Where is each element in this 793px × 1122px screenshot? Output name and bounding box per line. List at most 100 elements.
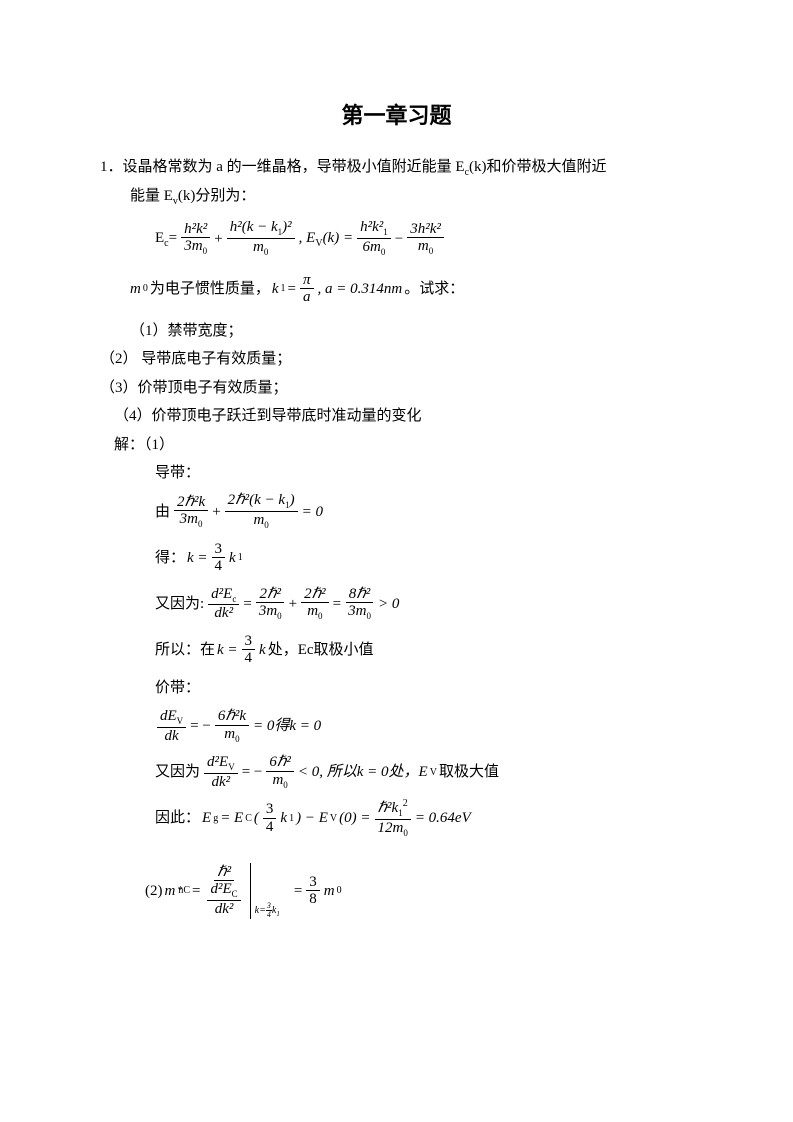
text: (k)分别为： xyxy=(178,188,256,204)
t: )² xyxy=(282,219,292,235)
t: m xyxy=(253,239,264,255)
t: 2ℏ² xyxy=(259,586,281,602)
E: E xyxy=(202,804,211,833)
sub: 0 xyxy=(264,247,269,257)
page-title: 第一章习题 xyxy=(100,95,693,137)
sub: 0 xyxy=(143,279,148,298)
sub: 0 xyxy=(318,611,323,621)
eq: = xyxy=(288,275,296,304)
eq: = xyxy=(243,590,251,619)
plus: + xyxy=(212,498,220,527)
sub: nC xyxy=(178,881,190,900)
text: (k)和价带极大值附近 xyxy=(469,159,607,175)
k1: k xyxy=(272,275,279,304)
t: 4 xyxy=(263,819,277,836)
sub: 1 xyxy=(398,808,403,818)
frac: h²k² 3m0 xyxy=(181,221,210,257)
inner-frac: d²EC dk² xyxy=(207,881,240,917)
k1: k xyxy=(280,804,287,833)
Ec-label: Ec= xyxy=(155,224,177,253)
t: 3 xyxy=(212,541,226,559)
part2: (2) xyxy=(145,877,163,906)
sub: c xyxy=(164,238,168,249)
k1: k xyxy=(229,544,236,573)
valence-band-label: 价带： xyxy=(100,674,693,703)
sub: V xyxy=(228,762,235,772)
t: d²E xyxy=(207,754,228,770)
m: m xyxy=(130,275,141,304)
minus: − xyxy=(395,225,403,254)
eq: = xyxy=(192,877,200,906)
a: a xyxy=(303,289,311,305)
pi: π xyxy=(303,272,311,288)
so: 所以：在 xyxy=(155,636,215,665)
t: 4 xyxy=(242,650,256,667)
t: 6ℏ²k xyxy=(218,708,246,724)
t: dk xyxy=(165,728,179,744)
frac: h²k²1 6m0 xyxy=(357,219,391,258)
equation-deriv-val: dEV dk = − 6ℏ²k m0 = 0得k = 0 xyxy=(100,704,693,748)
text: 能量 E xyxy=(130,188,173,204)
t: 。试求： xyxy=(404,275,464,304)
t: 3 xyxy=(242,633,256,651)
spacer xyxy=(100,842,693,856)
sub: V xyxy=(430,763,437,782)
sub: g xyxy=(213,809,218,828)
item1: （1）禁带宽度； xyxy=(100,317,693,346)
sub: C xyxy=(245,809,252,828)
item4: （4）价带顶电子跃迁到导带底时准动量的变化 xyxy=(100,402,693,431)
frac: 2ℏ² 3m0 xyxy=(256,586,285,622)
keq: k = xyxy=(187,544,208,573)
t: dE xyxy=(160,708,177,724)
frac: d²Ec dk² xyxy=(208,586,239,622)
t: 8 xyxy=(306,891,320,908)
plus: + xyxy=(214,225,222,254)
frac: ℏ²k12 12m0 xyxy=(374,798,410,839)
lt0: < 0, 所以k = 0处，E xyxy=(298,758,428,787)
sub: V xyxy=(315,238,322,249)
sub: C xyxy=(232,889,238,899)
also: 又因为 xyxy=(155,758,200,787)
t: ( xyxy=(254,804,259,833)
plus: + xyxy=(289,590,297,619)
t: dk² xyxy=(215,901,234,917)
t: 3m xyxy=(180,511,198,527)
text: 1．设晶格常数为 a 的一维晶格，导带极小值附近能量 E xyxy=(100,159,465,175)
by: 由 xyxy=(155,498,170,527)
t: 4 xyxy=(267,911,271,919)
t: 6ℏ² xyxy=(269,754,291,770)
therefore: 因此： xyxy=(155,804,200,833)
keq: k = xyxy=(217,636,238,665)
sub: 0 xyxy=(283,780,288,790)
t: 8ℏ² xyxy=(349,586,371,602)
equation-mnc: (2) m*nC = ℏ² d²EC dk² k=34k1 = 3 8 m0 xyxy=(100,862,693,919)
sub: V xyxy=(177,716,184,726)
t: = E xyxy=(220,804,243,833)
equation-so-min: 所以：在 k = 3 4 k处，Ec取极小值 xyxy=(100,628,693,672)
eq: = xyxy=(333,590,341,619)
eq: = − xyxy=(242,758,263,787)
t: 3m xyxy=(259,603,277,619)
t: ℏ²k xyxy=(378,800,399,816)
get: 得： xyxy=(155,544,185,573)
t: m xyxy=(418,238,429,254)
sub: 0 xyxy=(337,881,342,900)
equation-ec-ev: Ec= h²k² 3m0 + h²(k − k1)² m0 , EV(k) = … xyxy=(100,217,693,261)
t: 12m xyxy=(377,820,403,836)
t: m xyxy=(253,512,264,528)
frac: h²(k − k1)² m0 xyxy=(227,219,295,258)
eq0: = 0 xyxy=(302,498,323,527)
t: 3 xyxy=(263,801,277,819)
sub: 0 xyxy=(277,611,282,621)
equation-second-deriv-c: 又因为: d²Ec dk² = 2ℏ² 3m0 + 2ℏ² m0 = 8ℏ² 3… xyxy=(100,582,693,626)
t: 6m xyxy=(363,239,381,255)
sub: c xyxy=(232,594,236,604)
frac: 8ℏ² 3m0 xyxy=(345,586,374,622)
equation-second-deriv-v: 又因为 d²EV dk² = − 6ℏ² m0 < 0, 所以k = 0处，EV… xyxy=(100,750,693,794)
problem-intro-line2: 能量 Ev(k)分别为： xyxy=(100,182,693,211)
frac: 3 4 xyxy=(212,541,226,575)
item2: （2） 导带底电子有效质量； xyxy=(100,345,693,374)
at: 处，Ec取极小值 xyxy=(268,636,374,665)
sub: 0 xyxy=(235,734,240,744)
t: 2ℏ²k xyxy=(177,494,205,510)
